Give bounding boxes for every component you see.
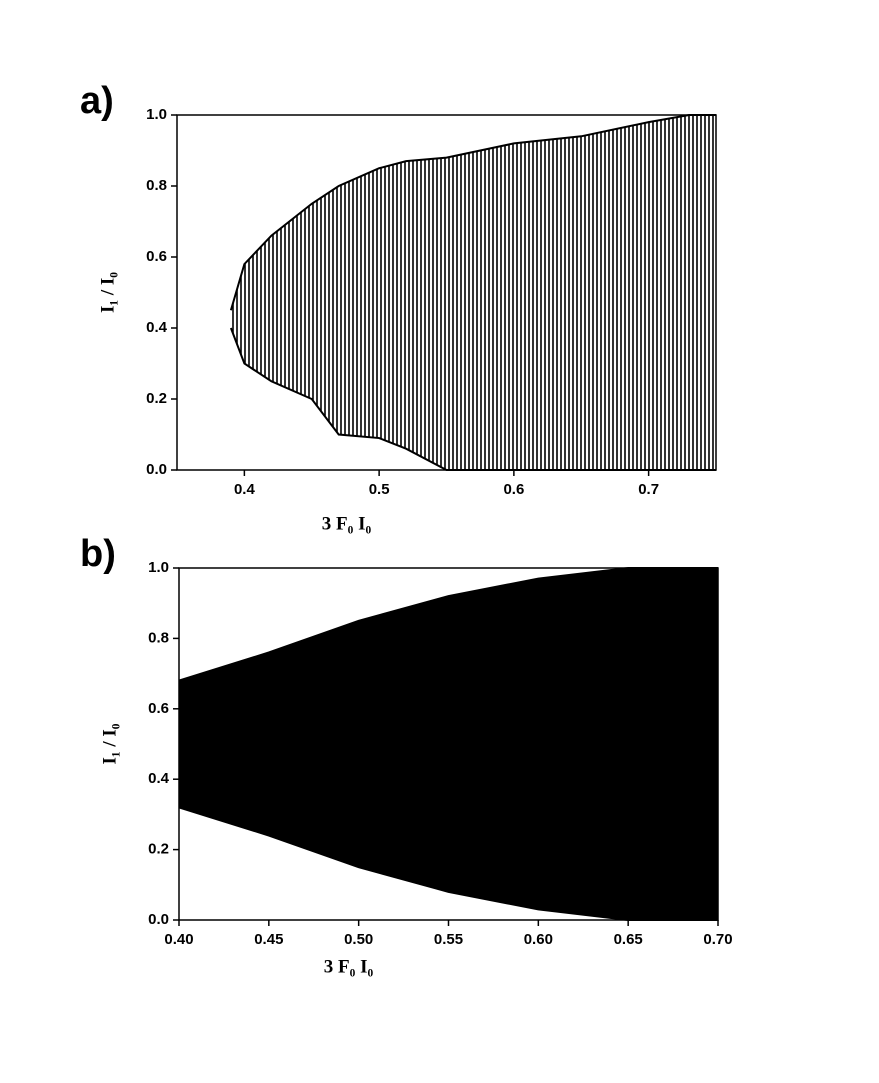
x-tick-label: 0.5: [369, 481, 390, 498]
y-tick-label: 0.0: [146, 461, 167, 478]
y-tick-label: 0.0: [148, 911, 169, 928]
y-tick-label: 0.6: [146, 248, 167, 265]
x-tick-label: 0.55: [434, 931, 463, 948]
y-tick-label: 0.4: [146, 319, 168, 336]
x-tick-label: 0.70: [703, 931, 732, 948]
x-tick-label: 0.45: [254, 931, 283, 948]
y-tick-label: 0.2: [148, 841, 169, 858]
band-upper: [229, 114, 716, 311]
plot-frame: [176, 114, 717, 471]
x-tick-label: 0.40: [164, 931, 193, 948]
x-axis-label: 3 F₀ I₀: [322, 513, 372, 534]
x-tick-label: 0.4: [234, 481, 256, 498]
x-tick-label: 0.60: [524, 931, 553, 948]
panel-label: b): [80, 533, 116, 575]
y-tick-label: 0.8: [148, 629, 169, 646]
panel: 0.0 0.2 0.4 0.6 0.8 1.0 0.40 0.45 0.50 0.55 0.60 0.…: [80, 533, 733, 977]
y-axis-label: I₁ / I₀: [97, 272, 118, 313]
x-axis-label: 3 F₀ I₀: [324, 956, 374, 977]
y-tick-label: 1.0: [148, 559, 169, 576]
x-tick-label: 0.6: [503, 481, 524, 498]
y-tick-label: 1.0: [146, 106, 167, 123]
panel: 0.0 0.2 0.4 0.6 0.8 1.0 0.4 0.5 0.6 0.7 3 F₀ I₀ I₁ …: [80, 80, 717, 534]
y-tick-label: 0.6: [148, 700, 169, 717]
y-tick-label: 0.8: [146, 177, 167, 194]
x-tick-label: 0.65: [614, 931, 643, 948]
band-fill: [230, 115, 716, 470]
x-tick-label: 0.7: [638, 481, 659, 498]
x-tick-label: 0.50: [344, 931, 373, 948]
panel-label: a): [80, 80, 114, 122]
y-axis-label: I₁ / I₀: [99, 723, 120, 764]
y-tick-label: 0.2: [146, 390, 167, 407]
y-tick-label: 0.4: [148, 770, 170, 787]
band-fill: [179, 568, 718, 920]
